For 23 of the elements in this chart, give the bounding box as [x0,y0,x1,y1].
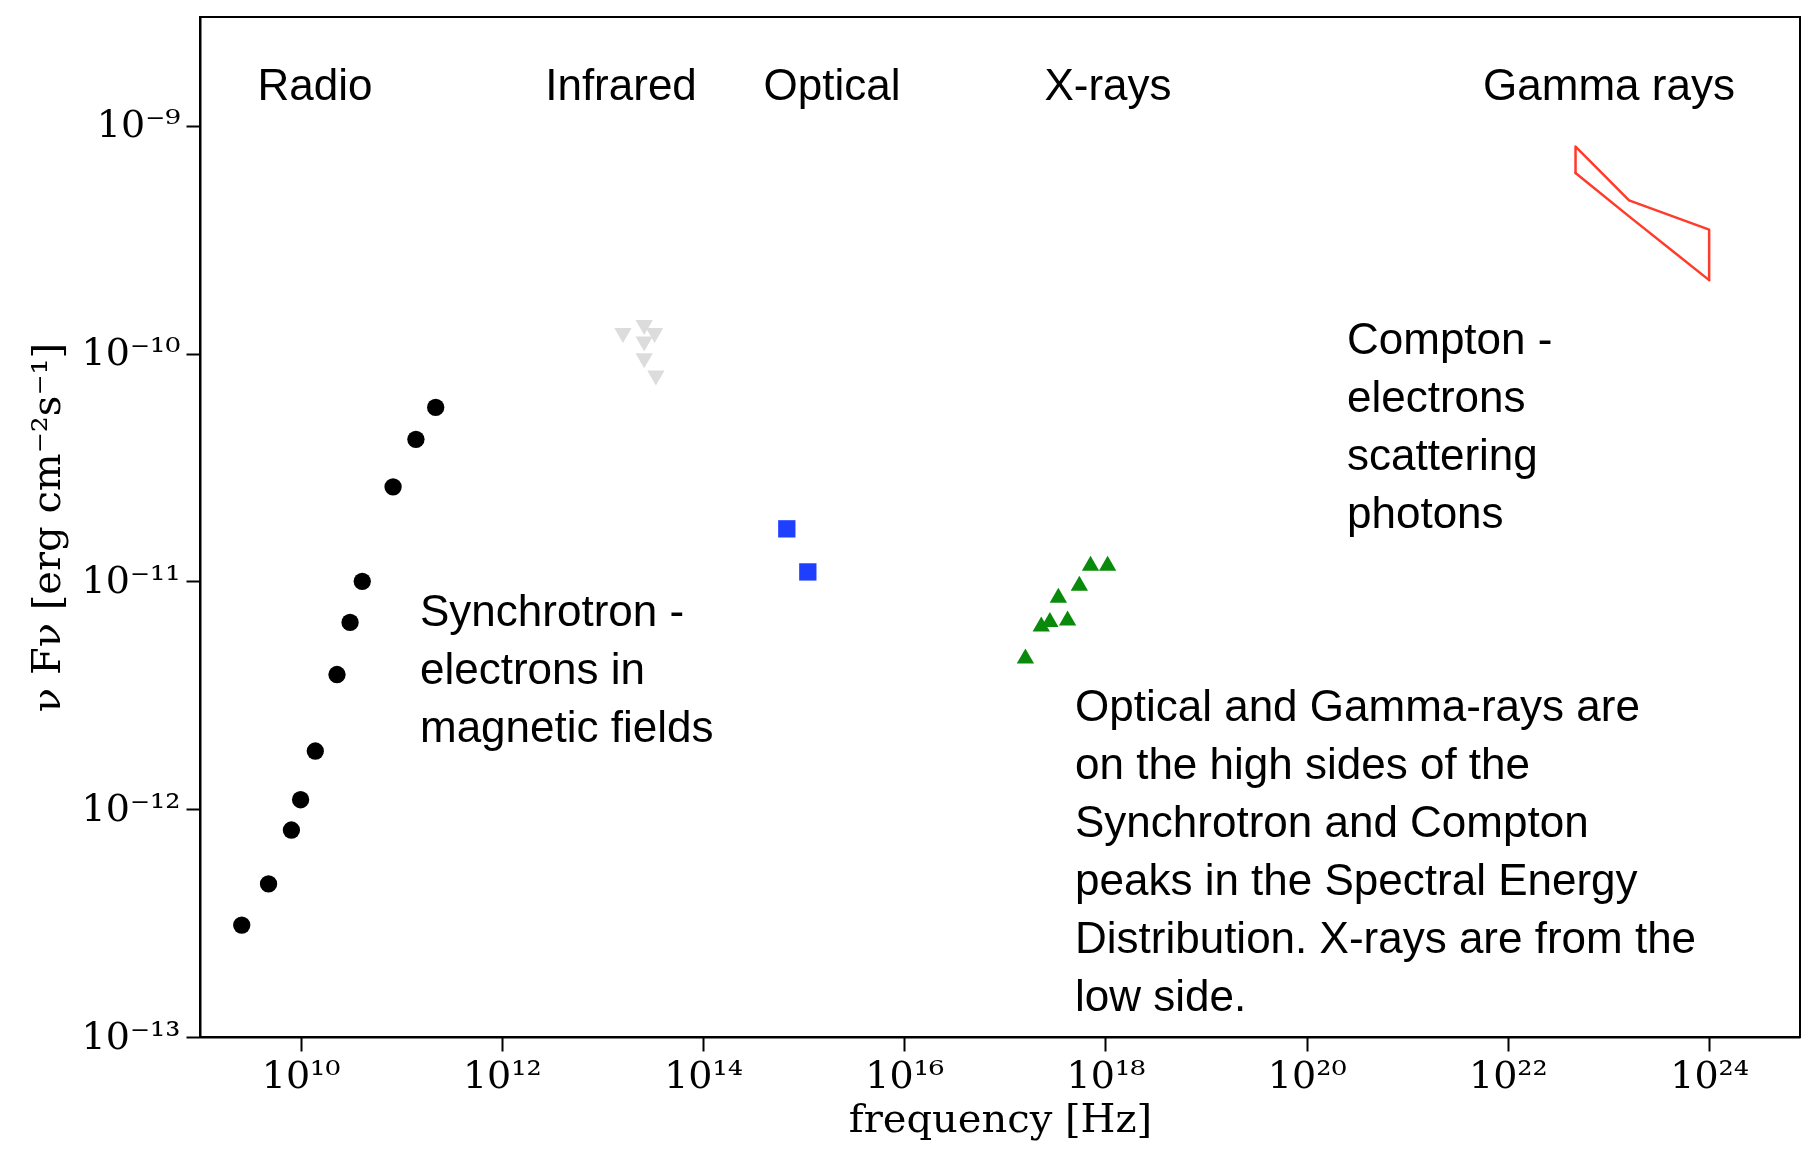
annotation: X-rays [1044,60,1172,109]
annotation: Optical and Gamma-rays are on the high sides of the Synchrotron and Compton peaks in the Spectral Energy Distribution. X-rays are from the low side. [1075,681,1697,1020]
y-axis-title: ν Fν [erg cm⁻²s⁻¹] [22,342,69,713]
annotation: Compton - electrons scattering photons [1347,314,1553,537]
annotation: Gamma rays [1483,60,1735,109]
x-tick-label: 10¹⁰ [261,1052,341,1097]
y-tick-label: 10⁻¹¹ [81,557,181,602]
x-tick-label: 10¹⁸ [1066,1052,1146,1097]
x-tick-label: 10¹⁶ [865,1052,945,1097]
annotation: Synchrotron - electrons in magnetic fields [420,586,714,751]
x-tick-label: 10¹² [462,1052,542,1097]
annotation: Optical [763,60,901,109]
annotation: Radio [257,60,373,109]
x-tick-label: 10²² [1469,1052,1548,1097]
y-tick-label: 10⁻¹³ [81,1013,181,1058]
x-axis-title: frequency [Hz] [848,1094,1153,1141]
x-tick-label: 10²⁰ [1267,1052,1347,1097]
annotation: Infrared [545,60,697,109]
x-tick-label: 10²⁴ [1670,1052,1750,1097]
y-tick-label: 10⁻⁹ [96,102,181,147]
x-tick-label: 10¹⁴ [664,1052,743,1097]
y-tick-label: 10⁻¹² [81,785,181,830]
y-tick-label: 10⁻¹⁰ [81,330,181,375]
